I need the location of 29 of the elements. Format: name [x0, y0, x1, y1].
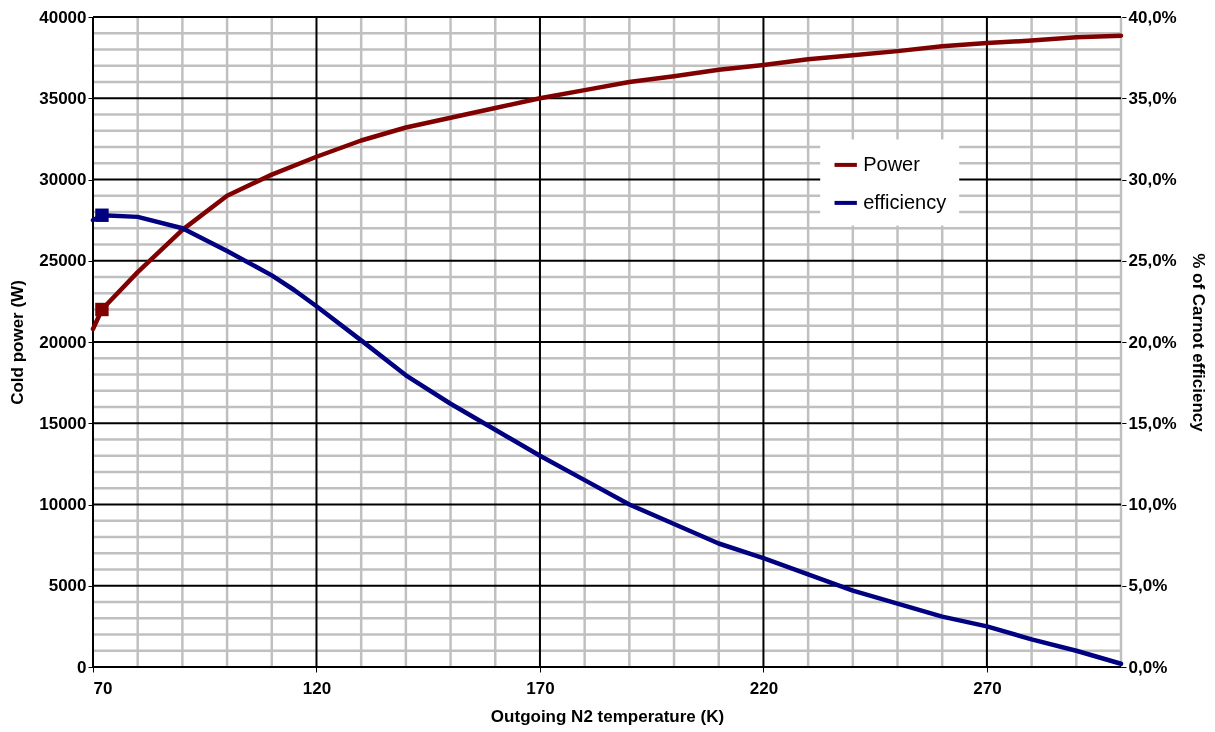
legend-label: efficiency — [863, 190, 947, 213]
y2-tick-label: 25,0% — [1128, 251, 1177, 271]
y-tick-label: 40000 — [39, 7, 87, 27]
legend-label: Power — [863, 152, 921, 175]
y2-axis-title: % of Carnot efficiency — [1188, 253, 1208, 433]
x-tick-label: 270 — [973, 678, 1002, 698]
y-tick-label: 30000 — [39, 170, 87, 189]
y-tick-label: 10000 — [39, 495, 87, 514]
y2-tick-label: 30,0% — [1128, 170, 1177, 189]
y-tick-label: 20000 — [39, 332, 87, 352]
x-tick-label: 120 — [302, 678, 332, 698]
x-tick-label: 220 — [749, 678, 779, 698]
y2-tick-label: 40,0% — [1128, 7, 1177, 27]
y2-tick-label: 0,0% — [1128, 657, 1168, 677]
line-series — [90, 33, 1124, 332]
y2-tick-label: 20,0% — [1128, 332, 1177, 352]
y-tick-label: 15000 — [39, 413, 87, 433]
y-tick-label: 0 — [77, 657, 87, 677]
y2-tick-label: 10,0% — [1128, 495, 1177, 514]
y2-tick-label: 5,0% — [1128, 576, 1168, 596]
y-tick-label: 25000 — [39, 251, 87, 271]
y-tick-label: 5000 — [48, 576, 87, 596]
y2-tick-label: 15,0% — [1128, 413, 1177, 433]
y-axis-title: Cold power (W) — [8, 280, 28, 405]
y2-tick-label: 35,0% — [1128, 88, 1177, 108]
x-axis-title: Outgoing N2 temperature (K) — [490, 706, 725, 726]
x-tick-label: 70 — [93, 678, 113, 698]
x-tick-label: 170 — [526, 678, 555, 698]
y-tick-label: 35000 — [39, 88, 87, 108]
